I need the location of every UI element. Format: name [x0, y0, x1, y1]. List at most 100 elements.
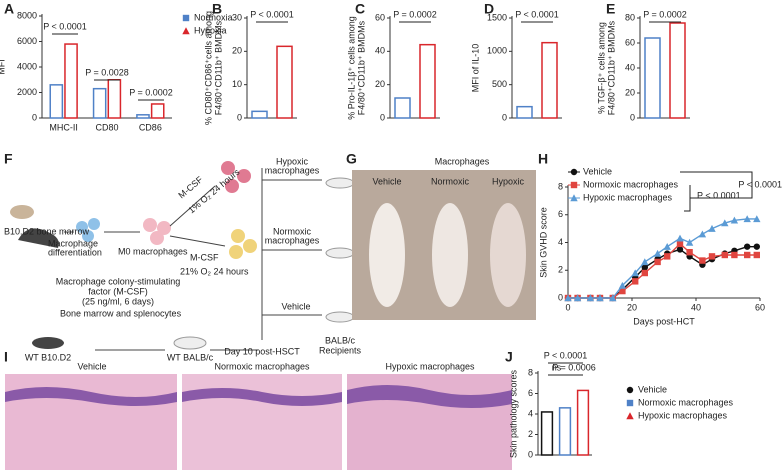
y-axis-label: MFI of IL-10: [470, 44, 480, 93]
label: (25 ng/ml, 6 days): [82, 296, 154, 306]
y-tick-label: 40: [625, 62, 635, 72]
y-tick-label: 8: [528, 367, 533, 377]
p-value: P = 0.0002: [643, 9, 687, 19]
cell-icon: [229, 245, 243, 259]
label: WT B10.D2: [25, 352, 71, 362]
p-value: P < 0.0001: [697, 190, 741, 200]
p-value: P < 0.0001: [43, 21, 87, 31]
x-axis-label: Days post-HCT: [633, 316, 695, 326]
y-tick-label: 30: [232, 12, 242, 22]
p-value: P < 0.0001: [544, 350, 588, 360]
panel-letter: D: [484, 1, 494, 17]
point: [698, 230, 707, 238]
point: [676, 240, 684, 248]
y-tick-label: 40: [375, 46, 385, 56]
panel-letter: C: [355, 1, 365, 17]
point: [753, 251, 760, 259]
panel-letter: I: [4, 349, 8, 365]
panel-letter: J: [505, 349, 513, 365]
point: [618, 281, 627, 289]
point: [744, 251, 751, 259]
legend-label: Hypoxic macrophages: [583, 192, 673, 202]
p-value: P < 0.0001: [250, 9, 294, 19]
y-axis-label: Skin pathology scores: [508, 369, 518, 458]
y-tick-label: 500: [492, 79, 507, 89]
panel-letter: F: [4, 151, 13, 167]
x-tick-label: MHC-II: [49, 122, 78, 132]
p-value: P < 0.0001: [738, 179, 782, 189]
y-tick-label: 20: [232, 46, 242, 56]
y-tick-label: 20: [625, 87, 635, 97]
label: factor (M-CSF): [88, 286, 148, 296]
point: [731, 251, 738, 259]
point: [721, 251, 728, 259]
label: WT BALB/c: [167, 352, 214, 362]
y-axis-label: % TGF-β⁺ cells among: [596, 22, 606, 114]
point: [641, 264, 648, 271]
letters: A B C D E F G H I J: [4, 1, 615, 365]
x-tick-label: CD86: [139, 122, 162, 132]
mouse-icon: [173, 336, 207, 350]
arrow: [64, 168, 322, 351]
bar: [540, 411, 554, 456]
legend-label: Normoxic macrophages: [638, 397, 734, 407]
legend-label: Normoxic macrophages: [583, 179, 679, 189]
legend-label: Vehicle: [638, 384, 667, 394]
y-axis-label: % CD80⁺CD86⁺cells among: [203, 11, 213, 125]
p-value: P = 0.0002: [393, 9, 437, 19]
legend-marker: [182, 27, 190, 35]
y-tick-label: 0: [502, 112, 507, 122]
legend-marker: [570, 194, 578, 202]
y-tick-label: 20: [375, 79, 385, 89]
legend-label: Normoxia: [194, 12, 233, 22]
y-tick-label: 0: [630, 112, 635, 122]
point: [730, 216, 739, 224]
y-tick-label: 1500: [487, 12, 507, 22]
mouse-icon: [18, 228, 59, 248]
y-axis-label: MFI: [0, 59, 6, 75]
legend-marker: [626, 399, 634, 407]
point: [632, 278, 639, 285]
label: Macrophage: [48, 238, 98, 248]
mouse-photo: [369, 203, 405, 307]
bone-icon: [10, 205, 34, 219]
legend-label: Hypoxic macrophages: [638, 410, 728, 420]
point: [685, 238, 694, 246]
y-tick-label: 0: [380, 112, 385, 122]
label: Macrophage colony-stimulating: [56, 276, 181, 286]
bar: [276, 45, 293, 119]
significance-bracket: [680, 171, 753, 212]
point: [654, 258, 661, 266]
label: Bone marrow and splenocytes: [60, 308, 182, 318]
histology-i: Vehicle Normoxic macrophages Hypoxic mac…: [5, 361, 512, 470]
legend-marker: [626, 412, 634, 420]
point: [573, 294, 582, 302]
y-tick-label: 60: [375, 12, 385, 22]
label: macrophages: [265, 165, 320, 175]
y-tick-label: 0: [528, 449, 533, 459]
legend-marker: [626, 386, 634, 394]
label: Hypoxic: [276, 156, 309, 166]
label: B10.D2 bone marrow: [4, 226, 90, 236]
y-tick-label: 2000: [17, 87, 37, 97]
mouse-photo: [490, 203, 526, 307]
point: [619, 287, 626, 295]
bar: [558, 407, 572, 456]
y-tick-label: 2: [528, 429, 533, 439]
photo-g: Macrophages Vehicle Normoxic Hypoxic: [352, 156, 536, 320]
bar: [419, 43, 436, 119]
label: Recipients: [319, 345, 362, 355]
label: Hypoxic macrophages: [385, 361, 475, 371]
y-tick-label: 6000: [17, 36, 37, 46]
cell-icon: [157, 221, 171, 235]
label: Normoxic macrophages: [214, 361, 310, 371]
label: Day 10 post-HSCT: [224, 346, 300, 356]
point: [664, 253, 671, 260]
epidermis: [5, 385, 512, 408]
bar: [394, 97, 411, 119]
y-tick-label: 60: [625, 37, 635, 47]
y-tick-label: 80: [625, 12, 635, 22]
point: [641, 269, 648, 277]
legend-label: Hypoxia: [194, 25, 227, 35]
